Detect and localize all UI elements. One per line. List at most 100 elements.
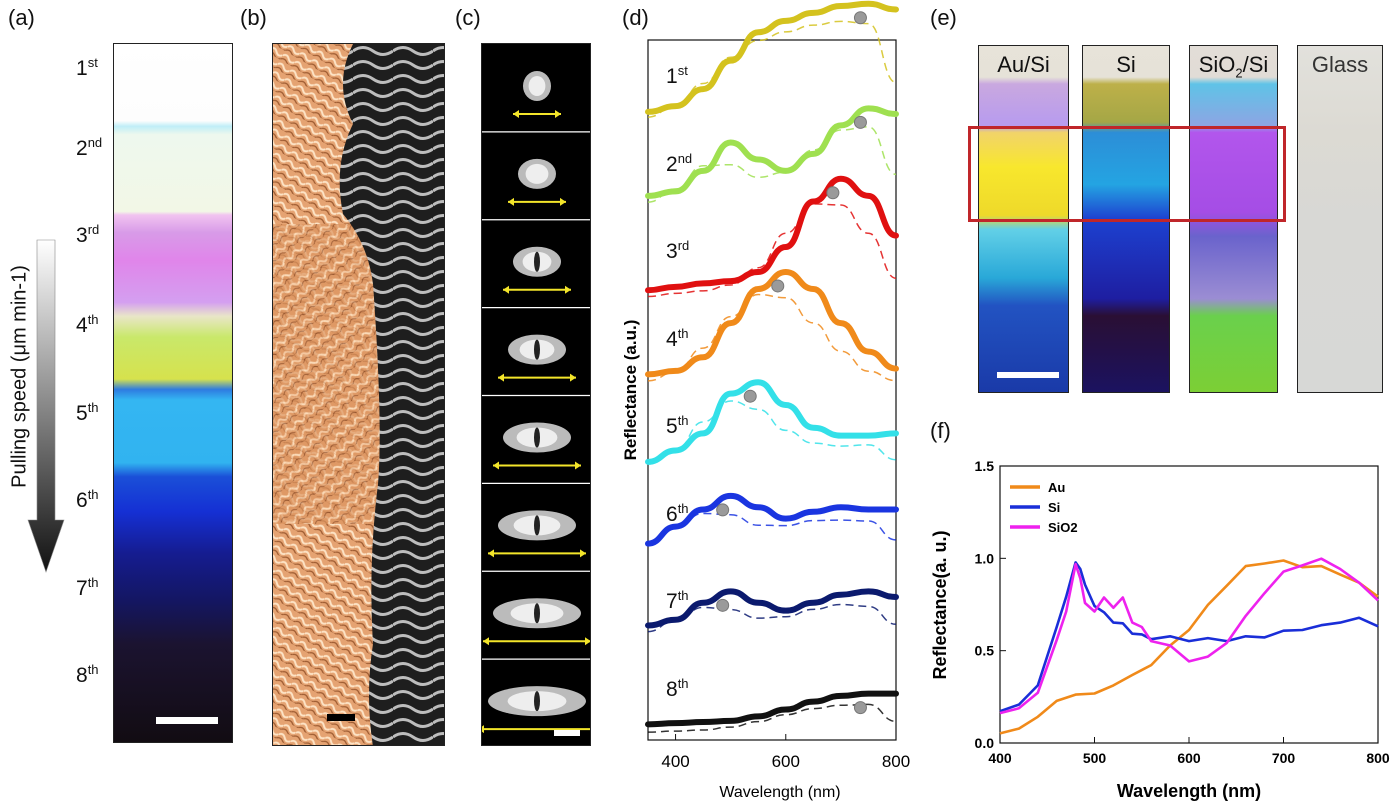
spectrum-line-f <box>999 557 1379 715</box>
peak-marker-d <box>853 11 867 25</box>
tick-label-f: 0.5 <box>975 643 995 659</box>
axes-frame-d <box>647 39 897 741</box>
arrow-head-icon <box>508 197 514 206</box>
spectrum-line-f <box>999 559 1379 735</box>
order-suffix: nd <box>677 150 693 166</box>
arrow-head-icon <box>503 285 509 294</box>
order-number: 5 <box>76 402 88 425</box>
order-suffix: th <box>87 400 99 415</box>
arrow-head-icon <box>488 549 494 558</box>
order-suffix: th <box>87 487 99 502</box>
order-number: 1 <box>76 57 88 80</box>
panel-label-a: (a) <box>8 5 35 30</box>
order-label-a: 4th <box>76 312 99 338</box>
arrow-head-icon <box>565 285 571 294</box>
xlabel-f: Wavelength (nm) <box>1117 781 1261 801</box>
order-label-a: 3rd <box>76 222 99 248</box>
spectrum-line-d <box>645 492 899 547</box>
order-number: 2 <box>76 137 88 160</box>
tick-label-f: 1.5 <box>975 458 995 474</box>
tick-label-f: 600 <box>1177 750 1201 766</box>
order-label-d: 5th <box>666 413 689 439</box>
order-number: 7 <box>76 577 88 600</box>
micrograph-b <box>272 43 445 746</box>
order-suffix: th <box>677 500 689 516</box>
arrow-head-icon <box>493 461 499 470</box>
order-number: 6 <box>76 489 88 512</box>
arrow-head-icon <box>585 637 590 646</box>
order-number: 3 <box>76 224 88 247</box>
color-strip-a <box>113 43 233 743</box>
diffraction-center <box>534 603 540 624</box>
order-suffix: th <box>87 575 99 590</box>
simulated-line-d <box>647 603 897 633</box>
order-suffix: st <box>677 63 688 79</box>
peak-marker-d <box>771 279 785 293</box>
arrow-head-icon <box>560 197 566 206</box>
ylabel-d: Reflectance (a.u.) <box>621 320 640 461</box>
substrate-label-sio2-si: SiO2/Si <box>1198 52 1269 81</box>
order-label-d: 1st <box>666 63 688 89</box>
tick-label-f: 400 <box>988 750 1012 766</box>
order-number: 7 <box>666 590 678 614</box>
spectrum-line-f <box>999 561 1379 713</box>
legend-label-f: SiO2 <box>1048 520 1078 535</box>
tick-label-d: 400 <box>661 752 689 771</box>
order-number: 6 <box>666 502 678 526</box>
peak-marker-d <box>743 389 757 403</box>
substrate-label-si: Si <box>1116 52 1136 77</box>
spectrum-line-d <box>645 268 899 378</box>
diffraction-center <box>534 427 540 448</box>
peak-marker-d <box>716 503 730 517</box>
panel-label-b: (b) <box>240 5 267 30</box>
tick-label-f: 700 <box>1272 750 1296 766</box>
order-number: 2 <box>666 152 678 176</box>
spectrum-line-d <box>645 0 899 115</box>
order-label-d: 4th <box>666 326 689 352</box>
order-label-a: 8th <box>76 662 99 688</box>
order-label-d: 6th <box>666 501 689 527</box>
panel-label-c: (c) <box>455 5 481 30</box>
order-suffix: nd <box>87 135 103 150</box>
order-number: 4 <box>76 314 88 337</box>
simulated-line-d <box>647 126 897 203</box>
spectrum-line-d <box>645 379 899 465</box>
spectrum-line-d <box>645 175 899 294</box>
panel-label-d: (d) <box>622 5 649 30</box>
diffraction-center <box>534 515 540 536</box>
order-suffix: th <box>87 662 99 677</box>
diffraction-c-art <box>482 71 590 736</box>
tick-label-d: 600 <box>772 752 800 771</box>
simulated-line-d <box>647 400 897 465</box>
order-suffix: st <box>87 55 98 70</box>
simulated-line-d <box>647 20 897 118</box>
peak-marker-d <box>826 186 840 200</box>
order-label-a: 2nd <box>76 135 102 161</box>
arrow-head-icon <box>555 110 561 118</box>
micrograph-b-art <box>273 44 444 745</box>
order-label-d: 8th <box>666 676 689 702</box>
order-label-a: 6th <box>76 487 99 513</box>
xlabel-d: Wavelength (nm) <box>719 784 840 801</box>
arrow-head-icon <box>498 373 504 382</box>
highlight-box <box>968 126 1286 222</box>
diffraction-core <box>528 76 546 96</box>
order-number: 5 <box>666 415 678 439</box>
scale-bar-e <box>997 372 1059 378</box>
scale-bar-b <box>327 714 355 721</box>
arrow-head-icon <box>580 549 586 558</box>
simulated-line-d <box>647 203 897 298</box>
order-suffix: rd <box>677 238 690 254</box>
diffraction-center <box>534 339 540 360</box>
spectrum-line-d <box>645 105 899 199</box>
order-suffix: th <box>677 675 689 691</box>
order-number: 4 <box>666 327 678 351</box>
arrow-head-icon <box>513 110 519 118</box>
legend-label-f: Au <box>1048 480 1065 495</box>
order-suffix: th <box>677 325 689 341</box>
order-label-a: 1st <box>76 55 98 81</box>
diffraction-center <box>534 691 540 712</box>
down-arrow-icon <box>27 239 65 573</box>
arrow-head-icon <box>482 725 484 734</box>
tick-label-f: 800 <box>1366 750 1390 766</box>
